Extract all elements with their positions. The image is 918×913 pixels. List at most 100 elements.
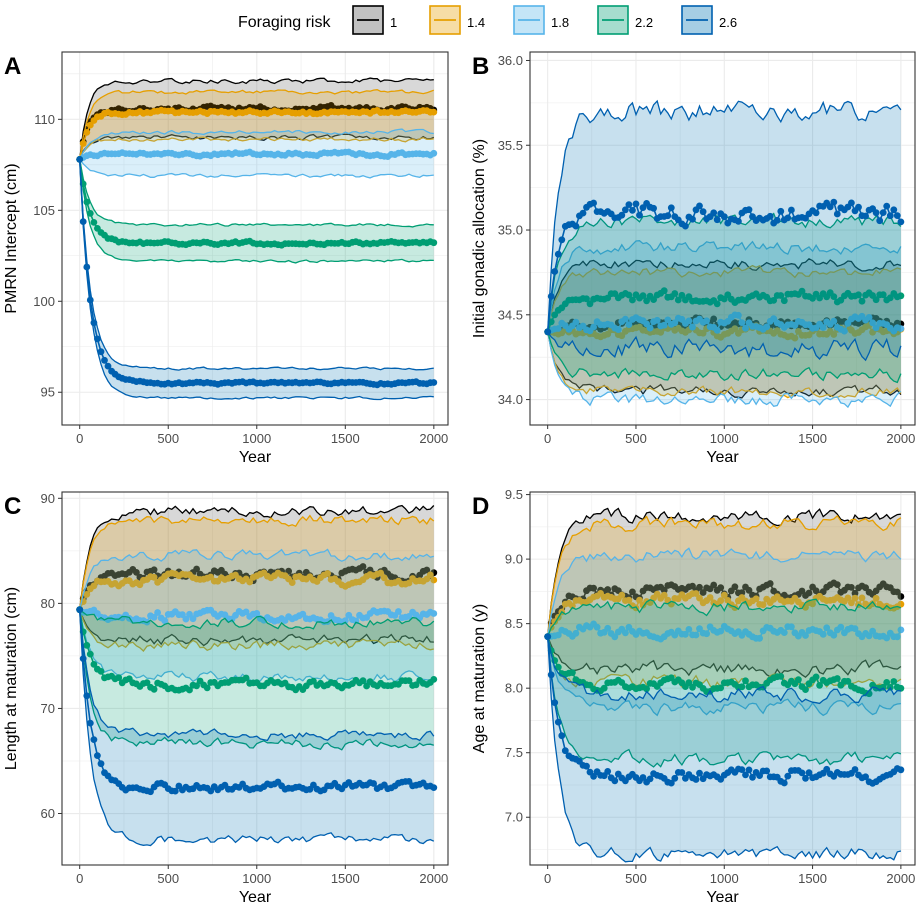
mean-point <box>629 207 636 214</box>
panel-border <box>61 491 449 866</box>
mean-point <box>193 682 201 690</box>
series-1.8 <box>544 547 905 717</box>
mean-point <box>604 586 612 593</box>
mean-point <box>133 569 140 576</box>
mean-point <box>430 784 438 791</box>
mean-point <box>611 777 619 785</box>
mean-point <box>713 300 721 308</box>
mean-point <box>766 212 774 220</box>
mean-point <box>777 673 785 680</box>
legend-entry-1: 1 <box>352 5 397 35</box>
lower-bound-line <box>79 158 434 179</box>
legend-entry-2.2: 2.2 <box>597 5 653 35</box>
mean-point <box>742 324 749 332</box>
mean-point <box>660 321 668 329</box>
mean-point <box>738 766 746 773</box>
mean-point <box>590 323 597 331</box>
mean-point <box>696 583 703 591</box>
x-tick-label: 1500 <box>331 871 360 886</box>
x-tick-label: 1000 <box>242 431 271 446</box>
lower-bound-line <box>547 331 902 362</box>
mean-point <box>667 779 675 787</box>
ribbon <box>547 101 901 361</box>
mean-point <box>770 297 778 304</box>
lower-bound-line <box>79 609 434 647</box>
y-tick-label: 36.0 <box>498 53 523 68</box>
y-axis-title: PMRN Intercept (cm) <box>3 163 20 313</box>
mean-point <box>784 214 792 222</box>
mean-point <box>865 314 873 321</box>
mean-point <box>97 760 105 768</box>
ribbon <box>79 159 434 263</box>
panel-A: 0 500 1000 1500 2000 Year 95 100 105 110 PMRN Inte… <box>3 51 449 466</box>
mean-point <box>90 319 98 327</box>
lower-bound-line <box>547 331 902 399</box>
lower-bound-line <box>79 159 434 264</box>
mean-point <box>115 674 123 681</box>
mean-point <box>710 315 718 323</box>
lower-bound-line <box>547 636 902 679</box>
mean-point <box>844 677 852 685</box>
mean-point <box>862 212 869 220</box>
series-1.8 <box>76 128 438 179</box>
mean-point <box>692 631 700 639</box>
lower-bound-line <box>547 331 902 384</box>
mean-point <box>819 631 827 638</box>
mean-point <box>586 300 594 308</box>
upper-bound-line <box>79 77 434 160</box>
mean-point <box>897 325 905 332</box>
mean-point <box>622 315 629 323</box>
mean-point <box>625 321 633 328</box>
mean-point <box>377 569 385 577</box>
mean-point <box>569 602 576 610</box>
mean-point <box>848 584 855 591</box>
panel-letter: B <box>472 53 489 80</box>
upper-bound-line <box>547 507 901 637</box>
series-1.8 <box>544 240 905 409</box>
mean-point <box>886 212 894 220</box>
mean-point <box>359 677 367 685</box>
y-tick-label: 35.5 <box>498 138 523 153</box>
mean-point <box>430 149 438 157</box>
mean-point <box>667 204 675 212</box>
y-tick-label: 35.0 <box>498 223 523 238</box>
mean-point <box>154 609 162 616</box>
mean-point <box>590 199 597 207</box>
mean-point <box>639 774 647 781</box>
panel-letter: A <box>4 53 21 80</box>
mean-point <box>742 677 749 685</box>
legend-entries: 1 1.4 1.8 2.2 2.6 <box>352 5 737 35</box>
mean-point <box>851 594 859 602</box>
upper-bound-line <box>547 99 902 332</box>
mean-point <box>583 295 590 303</box>
mean-point <box>558 732 566 740</box>
mean-point <box>738 319 746 326</box>
mean-point <box>547 293 555 300</box>
mean-point <box>671 319 679 327</box>
ribbon <box>79 78 434 160</box>
mean-point <box>97 668 105 675</box>
panel-border <box>61 51 449 426</box>
mean-point <box>717 684 725 692</box>
mean-point <box>579 209 587 217</box>
mean-point <box>682 630 689 638</box>
y-axis: 34.0 34.5 35.0 35.5 36.0 Initial gonadic allo… <box>471 53 530 407</box>
mean-point <box>830 331 838 338</box>
x-tick-label: 1500 <box>798 431 827 446</box>
mean-point <box>802 686 809 693</box>
y-axis: 95 100 105 110 PMRN Intercept (cm) <box>3 112 62 400</box>
upper-bound-line <box>79 609 435 742</box>
mean-point <box>692 776 700 783</box>
x-axis: 0 500 1000 1500 2000 Year <box>544 425 915 466</box>
legend-label: 1.4 <box>467 15 485 30</box>
y-tick-label: 95 <box>41 385 55 400</box>
mean-point <box>710 209 718 217</box>
lower-bound-line <box>547 636 902 863</box>
mean-point <box>802 632 809 639</box>
mean-point <box>833 675 841 682</box>
mean-point <box>551 268 559 275</box>
legend-title: Foraging risk <box>238 14 331 31</box>
y-tick-label: 9.5 <box>505 487 523 502</box>
mean-point <box>897 684 905 692</box>
